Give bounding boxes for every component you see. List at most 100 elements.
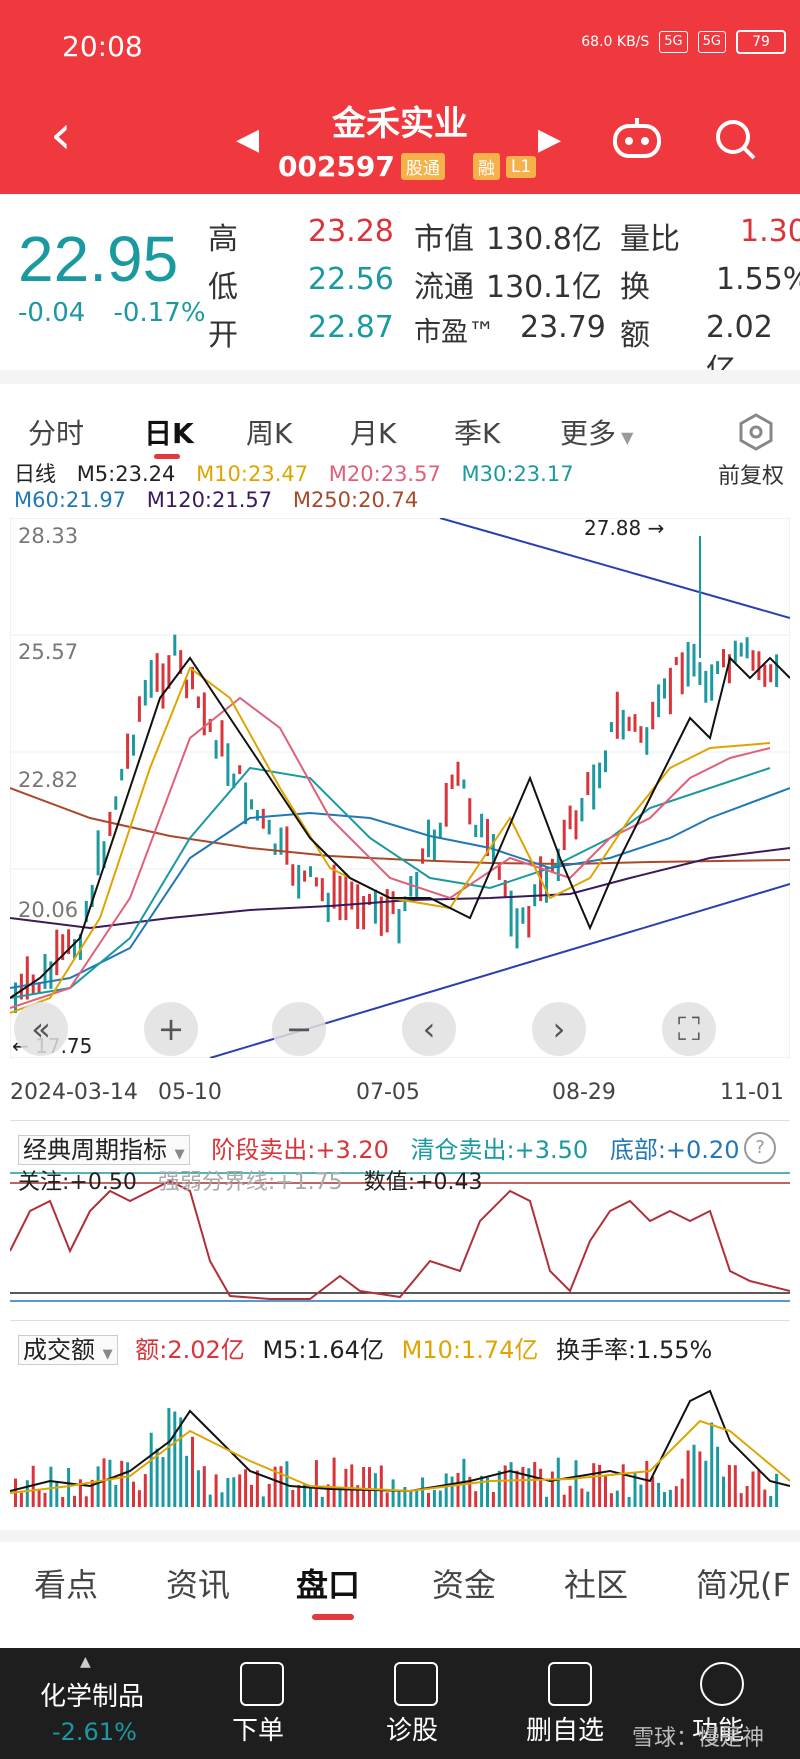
volume-bar [173, 1411, 177, 1507]
zoom-out-button[interactable]: − [272, 1002, 326, 1056]
candle [592, 764, 596, 810]
candle [550, 858, 554, 873]
candle [167, 655, 171, 689]
volume-bar [267, 1483, 271, 1507]
menu-icon[interactable] [700, 1662, 744, 1706]
back-icon[interactable]: ‹ [50, 103, 72, 166]
app-header: 20:08 68.0 KB/S 5G 5G 79 ‹ ◀ ▶ 金禾实业 0025… [0, 0, 800, 194]
diagnose-button[interactable]: 诊股 [386, 1716, 439, 1746]
candle [220, 720, 224, 757]
volume-bar [291, 1489, 295, 1507]
ma10-line [10, 666, 771, 1014]
tab-orderbook[interactable]: 盘口 [296, 1566, 361, 1604]
volume-bar [497, 1470, 501, 1507]
candle [132, 734, 135, 756]
volume-bar [309, 1487, 312, 1507]
indicator-name-label: 经典周期指标 [23, 1136, 167, 1164]
order-button[interactable]: 下单 [232, 1716, 285, 1746]
pe-label: 市盈™ [414, 317, 495, 348]
volume-bar [562, 1494, 566, 1507]
x-tick-3: 07-05 [356, 1080, 420, 1105]
kline-chart[interactable] [10, 518, 790, 1058]
volume-bar [403, 1486, 407, 1507]
volume-bar [680, 1478, 684, 1507]
volume-bar [167, 1408, 171, 1507]
search-icon[interactable] [714, 118, 756, 160]
candle [745, 637, 749, 659]
remove-watchlist-icon[interactable] [548, 1662, 592, 1706]
tab-daily-k[interactable]: 日K [144, 417, 194, 450]
volume-bar [503, 1465, 507, 1507]
prev-stock-icon[interactable]: ◀ [236, 122, 260, 157]
candle [509, 890, 513, 937]
function-button[interactable]: 功能 [692, 1716, 745, 1746]
tag-level: L1 [505, 155, 537, 178]
volume-bar [604, 1475, 607, 1507]
tab-highlights[interactable]: 看点 [34, 1566, 99, 1604]
tab-more[interactable]: 更多 ▼ [560, 412, 633, 452]
volume-m5: M5:1.64亿 [262, 1336, 384, 1364]
low-label: 低 [208, 270, 238, 305]
tab-more-label: 更多 [560, 417, 617, 450]
tab-monthly-k[interactable]: 月K [350, 417, 397, 450]
tab-community[interactable]: 社区 [564, 1566, 629, 1604]
candle [232, 773, 236, 789]
tab-intraday[interactable]: 分时 [28, 417, 85, 450]
volume-bar [196, 1470, 200, 1507]
scroll-left-button[interactable]: ‹ [402, 1002, 456, 1056]
tab-weekly-k[interactable]: 周K [246, 417, 293, 450]
candle [769, 664, 773, 683]
candle [657, 684, 661, 718]
volume-bar [67, 1468, 71, 1507]
ma-legend-row1: 日线 M5:23.24 M10:23.47 M20:23.57 M30:23.1… [14, 458, 574, 488]
zoom-in-button[interactable]: + [144, 1002, 198, 1056]
volume-bar [550, 1471, 554, 1507]
adjust-mode[interactable]: 前复权 [717, 464, 784, 489]
rewind-button[interactable]: « [14, 1002, 68, 1056]
period-tabs: 分时 日K 周K 月K 季K 更多 ▼ [0, 370, 800, 466]
tab-news[interactable]: 资讯 [166, 1566, 231, 1604]
indicator-chart[interactable] [10, 1120, 790, 1309]
candle [704, 670, 708, 703]
candle [604, 750, 607, 773]
volume-m10-line [10, 1419, 790, 1494]
candle [391, 891, 395, 915]
high-label: 高 [208, 222, 238, 257]
candle [244, 782, 248, 825]
ma60-line [10, 787, 790, 989]
volume-bar [686, 1450, 690, 1507]
fullscreen-button[interactable]: ⛶ [662, 1002, 716, 1056]
indicator-name[interactable]: 经典周期指标 ▼ [18, 1135, 190, 1165]
volume-bar [320, 1496, 324, 1507]
volume-bar [232, 1477, 236, 1507]
tab-quarterly-k[interactable]: 季K [454, 417, 501, 450]
volume-selector[interactable]: 成交额 ▼ [18, 1335, 118, 1365]
scroll-right-button[interactable]: › [532, 1002, 586, 1056]
candle [668, 667, 672, 715]
candle [255, 810, 259, 821]
next-stock-icon[interactable]: ▶ [538, 122, 562, 157]
settings-icon[interactable] [736, 412, 776, 452]
candle [155, 653, 159, 692]
help-icon[interactable]: ? [744, 1132, 776, 1164]
candle [698, 662, 702, 685]
volume-bar [379, 1465, 383, 1507]
low-value: 22.56 [308, 262, 394, 297]
order-icon[interactable] [240, 1662, 284, 1706]
candle [474, 824, 478, 838]
volume-bar [250, 1484, 253, 1507]
code-row: 002597 股通 融 L1 [278, 150, 537, 183]
remove-watchlist-button[interactable]: 删自选 [526, 1716, 605, 1746]
candle [126, 733, 130, 769]
tab-profile[interactable]: 简况(F [696, 1566, 791, 1604]
tab-funds[interactable]: 资金 [432, 1566, 497, 1604]
robot-icon[interactable] [612, 116, 662, 158]
volume-bar [739, 1493, 743, 1507]
volume-name-label: 成交额 [23, 1336, 95, 1364]
volume-chart[interactable] [10, 1320, 790, 1511]
sector-name[interactable]: 化学制品 [40, 1682, 145, 1712]
volume-bar [391, 1479, 395, 1507]
ma30-label: M30:23.17 [461, 462, 574, 486]
diagnose-icon[interactable] [394, 1662, 438, 1706]
stock-name: 金禾实业 [332, 104, 468, 144]
